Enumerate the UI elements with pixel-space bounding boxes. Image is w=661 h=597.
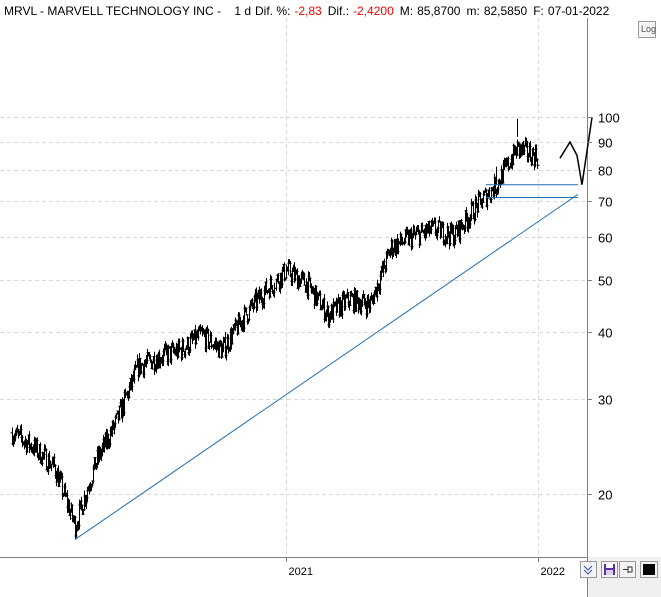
header-diff-label: Dif.: bbox=[328, 4, 349, 18]
save-icon[interactable] bbox=[601, 561, 618, 578]
time-tick-labels: 2021 2022 bbox=[286, 557, 565, 578]
header-max-label: M: bbox=[400, 4, 413, 18]
price-axis[interactable] bbox=[587, 0, 661, 557]
header-date-label: F: bbox=[533, 4, 544, 18]
time-axis[interactable] bbox=[0, 557, 587, 597]
price-tick-label: 30 bbox=[598, 393, 612, 408]
price-tick-label: 40 bbox=[598, 326, 612, 341]
log-label: Log bbox=[641, 24, 656, 34]
price-tick-label: 80 bbox=[598, 164, 612, 179]
price-tick-label: 90 bbox=[598, 136, 612, 151]
price-tick-label: 20 bbox=[598, 488, 612, 503]
header-max-value: 85,8700 bbox=[417, 4, 461, 18]
trendline bbox=[74, 193, 579, 540]
price-tick-label: 100 bbox=[598, 111, 620, 126]
hide-panel-icon[interactable] bbox=[580, 561, 597, 578]
log-scale-button[interactable]: Log bbox=[638, 21, 657, 38]
price-tick-label: 60 bbox=[598, 231, 612, 246]
header-pct-value: -2,83 bbox=[294, 4, 322, 18]
header-pct-label: Dif. %: bbox=[255, 4, 290, 18]
header-symbol: MRVL bbox=[4, 4, 37, 18]
plot-area[interactable] bbox=[0, 0, 587, 557]
header-period: 1 d bbox=[234, 4, 251, 18]
price-tick-label: 50 bbox=[598, 274, 612, 289]
header-min-value: 82,5850 bbox=[484, 4, 528, 18]
chart-header: MRVL - MARVELL TECHNOLOGY INC - 1 d Dif. … bbox=[4, 4, 610, 18]
price-tick-labels: 20 30 40 50 60 70 80 90 100 bbox=[587, 111, 620, 503]
price-tick-label: 70 bbox=[598, 195, 612, 210]
gridlines bbox=[0, 18, 587, 557]
drawing-tools[interactable] bbox=[74, 117, 593, 540]
time-tick-label: 2021 bbox=[289, 566, 313, 578]
projection-path bbox=[559, 117, 593, 185]
header-min-label: m: bbox=[466, 4, 479, 18]
color-square-icon[interactable] bbox=[640, 561, 658, 578]
header-sep: - bbox=[37, 4, 48, 18]
header-diff-value: -2,4200 bbox=[353, 4, 394, 18]
price-bars bbox=[10, 118, 540, 540]
time-tick-label: 2022 bbox=[541, 566, 565, 578]
pin-icon[interactable] bbox=[619, 561, 636, 578]
header-name: MARVELL TECHNOLOGY INC bbox=[47, 4, 214, 18]
header-date-value: 07-01-2022 bbox=[548, 4, 610, 18]
header-sep: - bbox=[214, 4, 225, 18]
